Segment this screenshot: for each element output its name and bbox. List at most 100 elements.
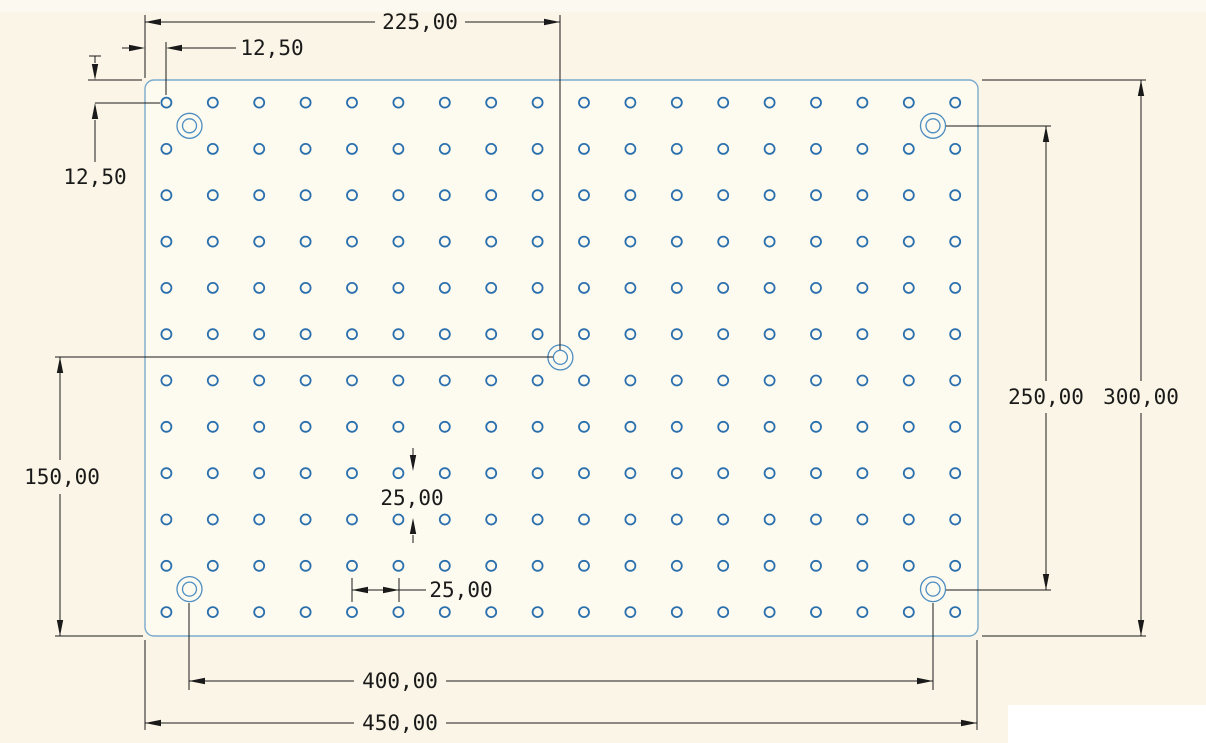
grid-hole <box>902 328 915 341</box>
dim-hole-pitch-y-label: 25,00 <box>380 486 443 510</box>
grid-hole <box>253 559 266 572</box>
grid-hole <box>392 189 405 202</box>
grid-hole <box>438 374 451 387</box>
grid-hole <box>763 559 776 572</box>
grid-hole <box>485 513 498 526</box>
grid-hole <box>160 374 173 387</box>
grid-hole <box>810 281 822 294</box>
grid-hole <box>485 235 498 248</box>
grid-hole <box>206 142 219 155</box>
grid-hole <box>160 281 173 294</box>
grid-hole <box>392 559 405 572</box>
grid-hole <box>485 467 498 480</box>
grid-hole <box>578 328 590 341</box>
hole-grid <box>160 96 962 618</box>
mounting-hole-inner <box>181 118 198 134</box>
grid-hole <box>485 281 498 294</box>
grid-hole <box>206 281 219 294</box>
grid-hole <box>160 189 173 202</box>
grid-hole <box>763 328 776 341</box>
grid-hole <box>160 606 173 618</box>
grid-hole <box>438 189 451 202</box>
grid-hole <box>856 467 869 480</box>
grid-hole <box>485 559 498 572</box>
dim-hole-pitch-x-label: 25,00 <box>429 578 492 602</box>
grid-hole <box>810 189 822 202</box>
scan-artifact-bottom-right <box>1008 705 1206 743</box>
grid-hole <box>299 235 312 248</box>
grid-hole <box>763 96 776 109</box>
grid-hole <box>624 235 637 248</box>
dim-plate-width-label: 450,00 <box>362 711 438 735</box>
grid-hole <box>902 189 915 202</box>
grid-hole <box>810 420 822 433</box>
grid-hole <box>902 96 915 109</box>
grid-hole <box>856 328 869 341</box>
mounting-hole-outer <box>176 112 203 139</box>
arrowhead <box>91 103 99 119</box>
grid-hole <box>810 374 822 387</box>
grid-hole <box>438 328 451 341</box>
grid-hole <box>253 606 266 618</box>
dim-center-hole-y-label: 150,00 <box>24 465 100 489</box>
grid-hole <box>346 328 358 341</box>
grid-hole <box>949 606 962 618</box>
grid-hole <box>531 328 544 341</box>
arrowhead <box>129 44 145 52</box>
grid-hole <box>299 189 312 202</box>
dim-mount-spacing-y-label: 250,00 <box>1008 385 1084 409</box>
grid-hole <box>670 467 683 480</box>
grid-hole <box>438 281 451 294</box>
grid-hole <box>531 281 544 294</box>
grid-hole <box>949 328 962 341</box>
grid-hole <box>346 281 358 294</box>
grid-hole <box>763 374 776 387</box>
grid-hole <box>670 374 683 387</box>
grid-hole <box>717 467 730 480</box>
grid-hole <box>717 559 730 572</box>
grid-hole <box>299 142 312 155</box>
grid-hole <box>578 559 590 572</box>
grid-hole <box>299 96 312 109</box>
grid-hole <box>578 96 590 109</box>
grid-hole <box>578 467 590 480</box>
grid-hole <box>531 513 544 526</box>
grid-hole <box>531 235 544 248</box>
grid-hole <box>902 281 915 294</box>
grid-hole <box>531 96 544 109</box>
grid-hole <box>856 606 869 618</box>
grid-hole <box>624 374 637 387</box>
grid-hole <box>346 142 358 155</box>
grid-hole <box>856 374 869 387</box>
arrowhead <box>166 44 182 52</box>
grid-hole <box>206 559 219 572</box>
grid-hole <box>902 142 915 155</box>
grid-hole <box>670 513 683 526</box>
dim-edge-margin-left-label: 12,50 <box>240 36 303 60</box>
grid-hole <box>485 420 498 433</box>
grid-hole <box>206 374 219 387</box>
grid-hole <box>810 559 822 572</box>
arrowhead <box>383 586 399 594</box>
grid-hole <box>810 513 822 526</box>
grid-hole <box>438 142 451 155</box>
grid-hole <box>438 467 451 480</box>
grid-hole <box>299 328 312 341</box>
dim-edge-margin-top-label: 12,50 <box>63 165 126 189</box>
grid-hole <box>624 328 637 341</box>
grid-hole <box>763 513 776 526</box>
grid-hole <box>717 189 730 202</box>
grid-hole <box>763 467 776 480</box>
grid-hole <box>392 281 405 294</box>
dim-center-hole-x-label: 225,00 <box>382 10 458 34</box>
grid-hole <box>299 467 312 480</box>
grid-hole <box>160 235 173 248</box>
arrowhead <box>917 677 933 685</box>
grid-hole <box>902 513 915 526</box>
grid-hole <box>392 142 405 155</box>
grid-hole <box>346 96 358 109</box>
grid-hole <box>856 420 869 433</box>
grid-hole <box>253 189 266 202</box>
grid-hole <box>392 606 405 618</box>
grid-hole <box>902 420 915 433</box>
